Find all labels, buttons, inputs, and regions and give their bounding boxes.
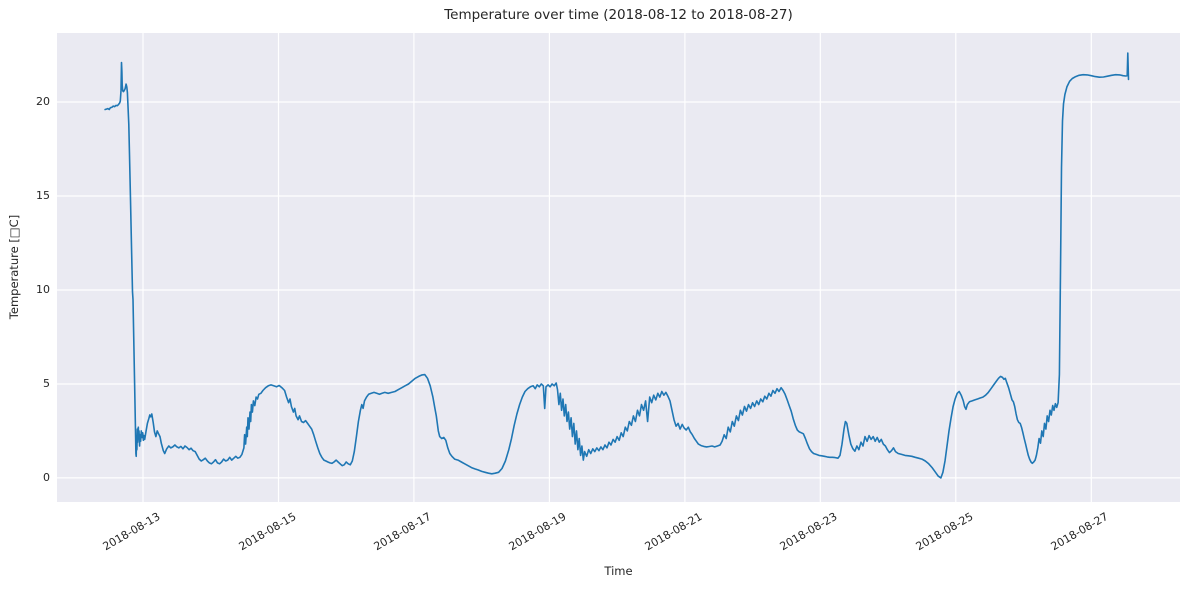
gridlines [57,33,1180,502]
x-tick-label: 2018-08-15 [236,510,298,554]
y-tick-label: 5 [43,376,50,390]
x-tick-label: 2018-08-27 [1048,510,1111,554]
x-tick-label: 2018-08-21 [642,510,705,554]
y-tick-label: 15 [36,188,50,202]
x-tick-label: 2018-08-13 [100,510,163,554]
x-tick-label: 2018-08-23 [777,510,840,554]
plot-area [57,33,1180,502]
x-tick-label: 2018-08-19 [507,510,569,554]
y-axis-label: Temperature [□C] [7,214,21,320]
y-tick-label: 20 [36,94,50,108]
x-tick-label: 2018-08-17 [371,510,434,554]
x-tick-label: 2018-08-25 [913,510,976,554]
y-tick-label: 0 [43,470,50,484]
axes-background [57,33,1180,502]
x-axis-label: Time [604,564,633,578]
temperature-line [104,52,1130,479]
y-tick-label: 10 [36,282,50,296]
plot-svg [57,33,1180,502]
chart-title: Temperature over time (2018-08-12 to 201… [444,7,793,23]
